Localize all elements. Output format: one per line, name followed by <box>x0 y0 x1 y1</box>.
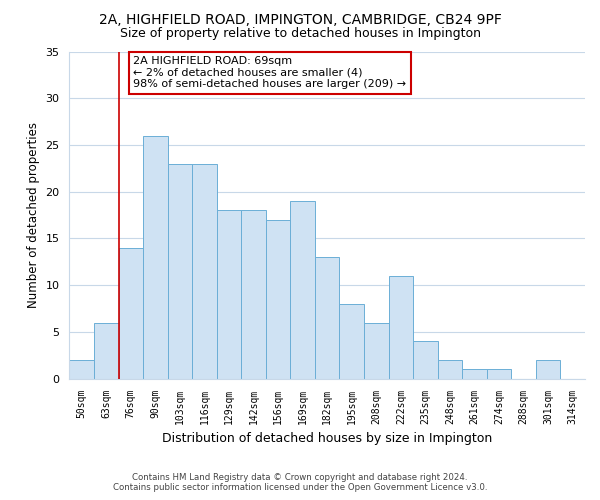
Bar <box>192 164 217 378</box>
Bar <box>290 201 315 378</box>
Bar <box>413 342 437 378</box>
Text: Size of property relative to detached houses in Impington: Size of property relative to detached ho… <box>119 28 481 40</box>
Text: 2A HIGHFIELD ROAD: 69sqm
← 2% of detached houses are smaller (4)
98% of semi-det: 2A HIGHFIELD ROAD: 69sqm ← 2% of detache… <box>133 56 406 90</box>
Bar <box>536 360 560 378</box>
Bar <box>340 304 364 378</box>
Text: Contains HM Land Registry data © Crown copyright and database right 2024.
Contai: Contains HM Land Registry data © Crown c… <box>113 473 487 492</box>
Bar <box>94 322 119 378</box>
Bar <box>389 276 413 378</box>
Bar <box>315 257 340 378</box>
Bar <box>487 370 511 378</box>
Bar <box>437 360 462 378</box>
Bar <box>266 220 290 378</box>
Bar <box>143 136 167 378</box>
X-axis label: Distribution of detached houses by size in Impington: Distribution of detached houses by size … <box>162 432 493 445</box>
Bar <box>119 248 143 378</box>
Bar <box>217 210 241 378</box>
Bar <box>462 370 487 378</box>
Text: 2A, HIGHFIELD ROAD, IMPINGTON, CAMBRIDGE, CB24 9PF: 2A, HIGHFIELD ROAD, IMPINGTON, CAMBRIDGE… <box>98 12 502 26</box>
Y-axis label: Number of detached properties: Number of detached properties <box>27 122 40 308</box>
Bar <box>167 164 192 378</box>
Bar <box>70 360 94 378</box>
Bar <box>364 322 389 378</box>
Bar <box>241 210 266 378</box>
